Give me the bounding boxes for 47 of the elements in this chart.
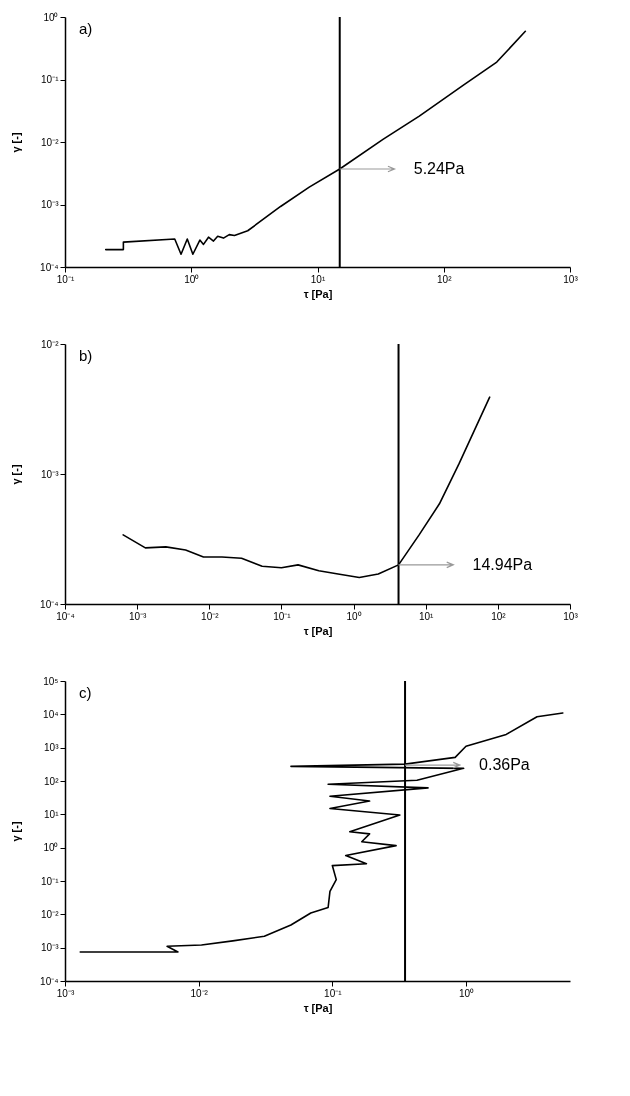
y-tick-label: 10⁻⁴ <box>40 975 59 987</box>
y-tick-label: 10¹ <box>44 808 60 820</box>
annotation: 5.24Pa <box>413 159 465 177</box>
y-tick-label: 10⁻² <box>41 338 60 350</box>
x-tick-label: 10⁻² <box>190 987 209 999</box>
y-tick-label: 10⁰ <box>43 842 59 854</box>
x-tick-label: 10⁻³ <box>128 610 148 622</box>
x-tick-label: 10⁰ <box>184 273 200 285</box>
x-tick-label: 10⁰ <box>458 987 475 999</box>
y-tick-label: 10⁻³ <box>41 468 60 480</box>
y-tick-label: 10⁻³ <box>41 942 60 954</box>
y-tick-label: 10⁴ <box>43 708 59 720</box>
x-tick-label: 10⁻² <box>201 610 220 622</box>
x-tick-label: 10⁻¹ <box>56 273 75 285</box>
y-tick-label: 10⁻³ <box>41 199 60 210</box>
chart-title: c) <box>79 684 92 701</box>
annotation: 0.36Pa <box>479 756 530 774</box>
y-tick-label: 10⁻⁴ <box>40 261 59 273</box>
y-axis-title: γ [-] <box>10 821 23 842</box>
x-tick-label: 10⁰ <box>346 610 362 622</box>
x-tick-label: 10⁻⁴ <box>56 610 75 622</box>
x-tick-label: 10⁻³ <box>56 987 75 999</box>
x-axis-title: τ [Pa] <box>303 624 333 637</box>
y-axis-title: γ [-] <box>10 132 23 153</box>
y-tick-label: 10⁻¹ <box>41 74 60 85</box>
y-tick-label: 10⁻⁴ <box>40 598 59 610</box>
y-tick-label: 10⁰ <box>43 11 59 23</box>
x-axis-title: τ [Pa] <box>303 1001 333 1014</box>
x-tick-label: 10² <box>491 610 507 622</box>
y-tick-label: 10⁵ <box>43 675 59 687</box>
y-tick-label: 10³ <box>44 742 60 754</box>
y-tick-label: 10⁻² <box>41 908 60 920</box>
y-tick-label: 10⁻² <box>41 136 60 148</box>
x-tick-label: 10¹ <box>418 610 435 622</box>
x-tick-label: 10¹ <box>310 273 326 285</box>
y-axis-title: γ [-] <box>10 464 23 485</box>
annotation: 14.94Pa <box>472 555 533 573</box>
x-tick-label: 10² <box>437 273 453 285</box>
chart-title: b) <box>79 347 93 364</box>
x-tick-label: 10³ <box>563 610 579 622</box>
x-tick-label: 10⁻¹ <box>273 610 292 622</box>
x-tick-label: 10⁻¹ <box>324 987 343 999</box>
y-tick-label: 10² <box>44 775 60 787</box>
x-tick-label: 10³ <box>563 273 579 285</box>
chart-title: a) <box>79 20 93 37</box>
y-tick-label: 10⁻¹ <box>41 875 60 887</box>
x-axis-title: τ [Pa] <box>303 287 333 300</box>
